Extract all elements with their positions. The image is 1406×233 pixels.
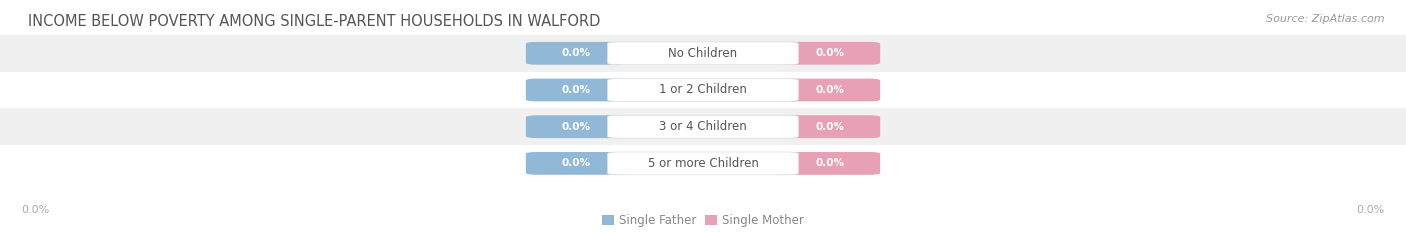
FancyBboxPatch shape [780,115,880,138]
Text: 0.0%: 0.0% [561,158,591,168]
Text: 0.0%: 0.0% [1357,205,1385,215]
Text: 0.0%: 0.0% [815,48,845,58]
FancyBboxPatch shape [780,42,880,65]
FancyBboxPatch shape [526,79,626,101]
FancyBboxPatch shape [526,42,626,65]
FancyBboxPatch shape [607,79,799,101]
Text: INCOME BELOW POVERTY AMONG SINGLE-PARENT HOUSEHOLDS IN WALFORD: INCOME BELOW POVERTY AMONG SINGLE-PARENT… [28,14,600,29]
Text: 0.0%: 0.0% [21,205,49,215]
Text: 3 or 4 Children: 3 or 4 Children [659,120,747,133]
FancyBboxPatch shape [607,42,799,65]
Bar [0,72,1406,108]
Text: 0.0%: 0.0% [815,158,845,168]
Text: 0.0%: 0.0% [561,48,591,58]
Text: 5 or more Children: 5 or more Children [648,157,758,170]
Text: No Children: No Children [668,47,738,60]
Text: 0.0%: 0.0% [815,122,845,132]
Text: 1 or 2 Children: 1 or 2 Children [659,83,747,96]
Legend: Single Father, Single Mother: Single Father, Single Mother [602,214,804,227]
FancyBboxPatch shape [526,115,626,138]
Bar [0,108,1406,145]
FancyBboxPatch shape [607,152,799,175]
Text: 0.0%: 0.0% [815,85,845,95]
Text: 0.0%: 0.0% [561,85,591,95]
Text: 0.0%: 0.0% [561,122,591,132]
Bar [0,35,1406,72]
Bar [0,145,1406,182]
FancyBboxPatch shape [780,79,880,101]
FancyBboxPatch shape [780,152,880,175]
Text: Source: ZipAtlas.com: Source: ZipAtlas.com [1267,14,1385,24]
FancyBboxPatch shape [526,152,626,175]
FancyBboxPatch shape [607,115,799,138]
